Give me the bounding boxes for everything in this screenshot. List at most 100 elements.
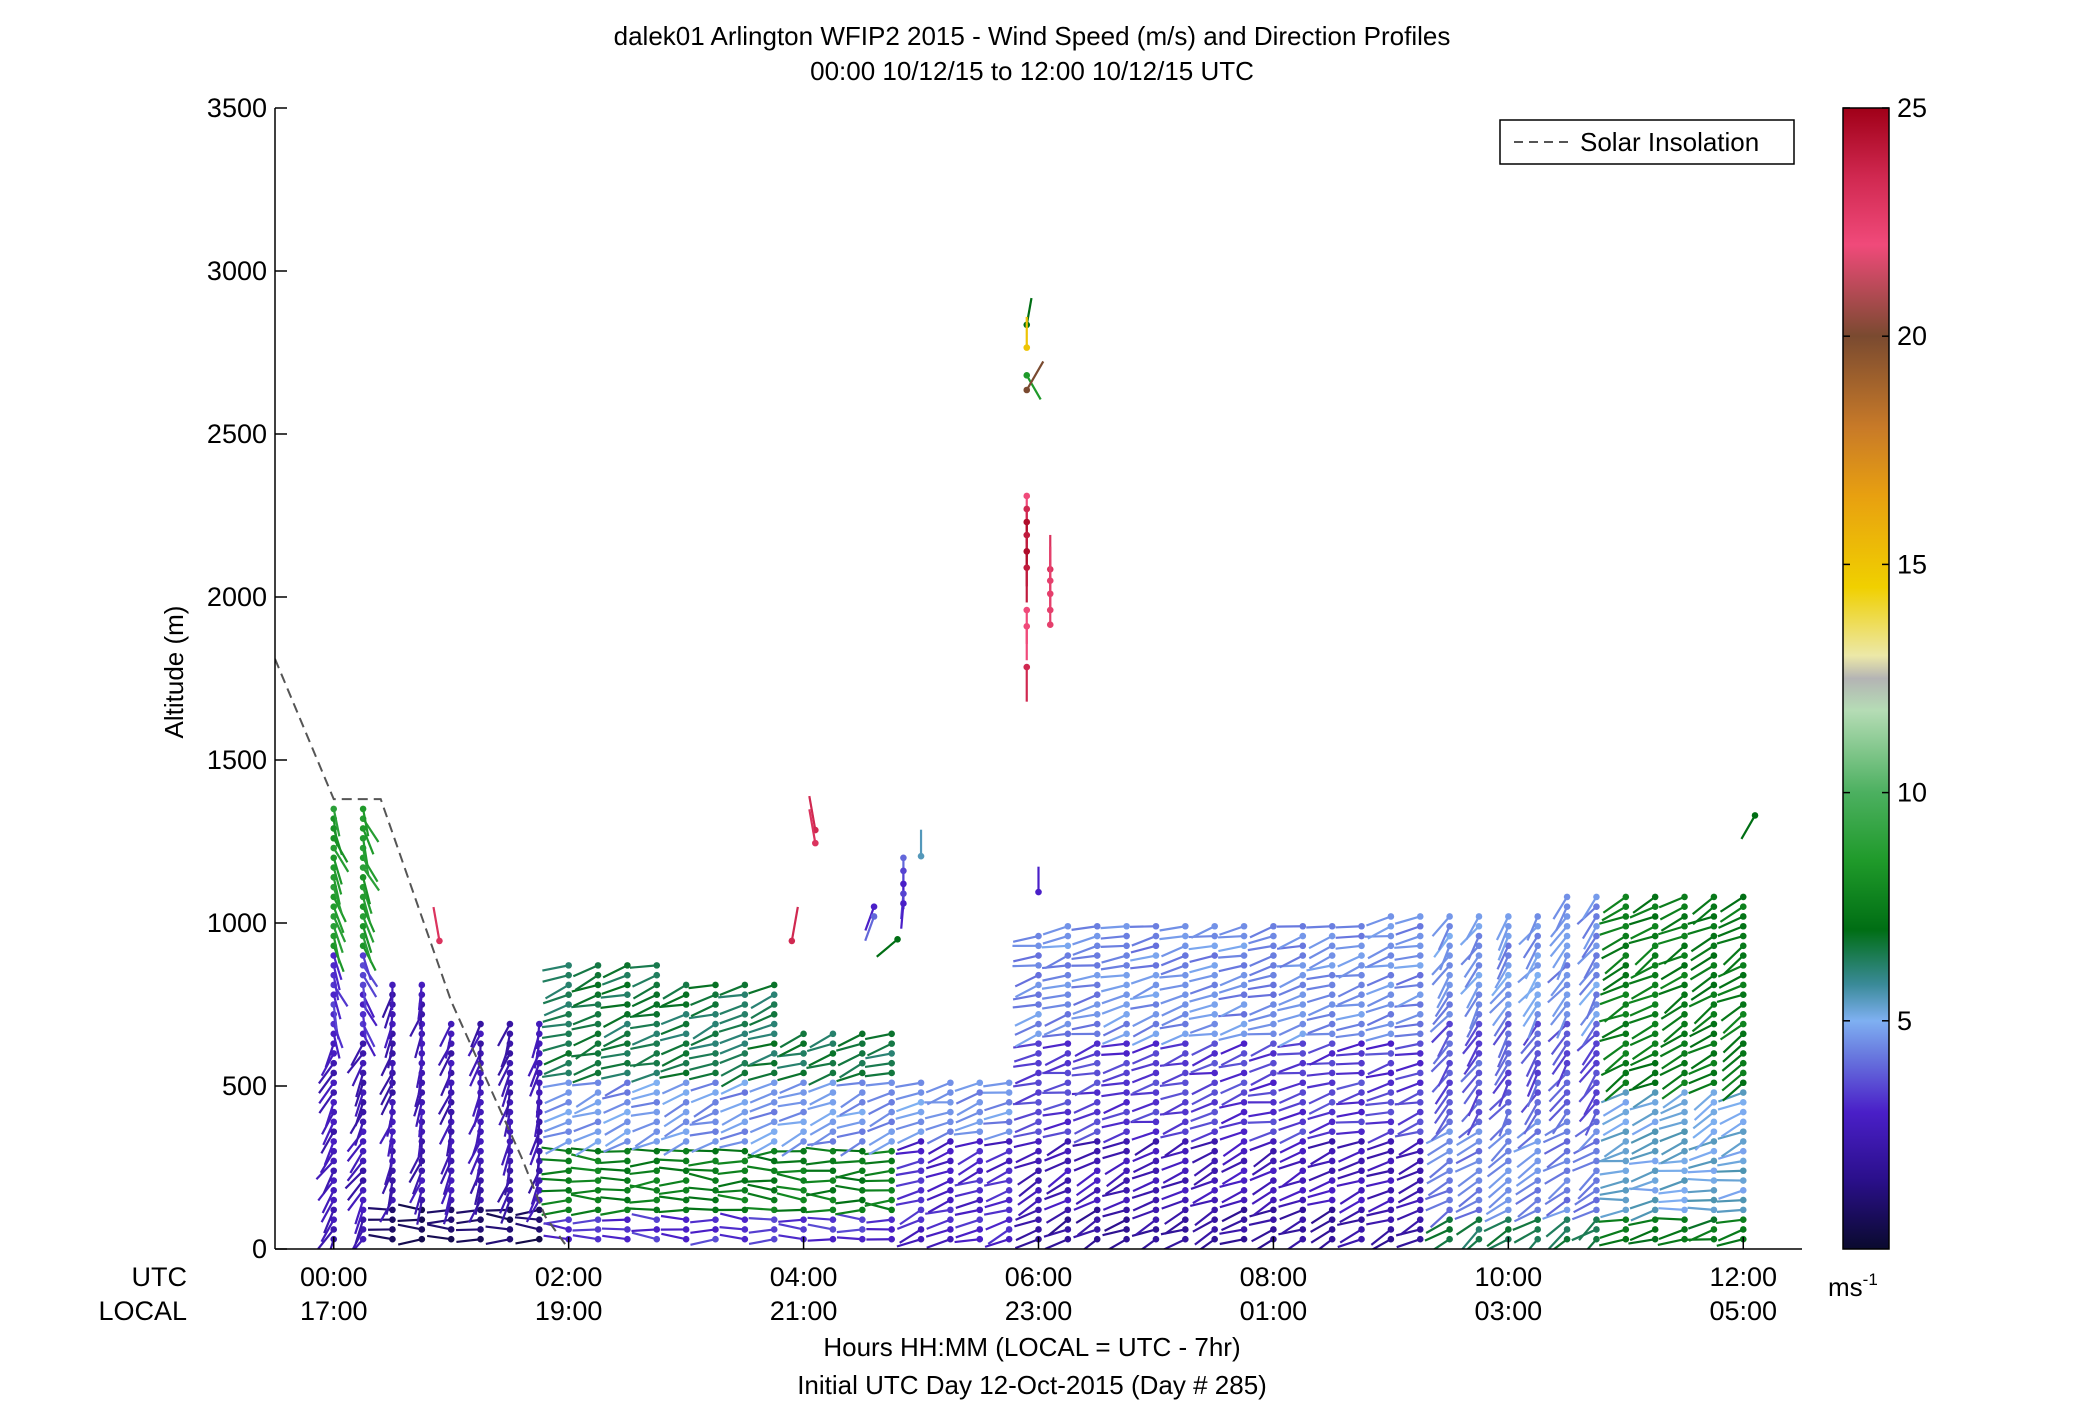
wind-barb	[1130, 1089, 1160, 1096]
wind-barb	[1132, 1147, 1160, 1163]
wind-barb	[367, 1206, 396, 1214]
wind-barb	[1599, 991, 1630, 1006]
wind-barb	[896, 1157, 925, 1170]
wind-barb	[1014, 1157, 1042, 1170]
wind-barb	[1513, 1206, 1542, 1223]
wind-barb	[896, 1216, 925, 1230]
wind-barb	[983, 1206, 1013, 1216]
wind-barb	[1522, 1001, 1542, 1028]
wind-barb	[1219, 1196, 1248, 1209]
wind-barb	[1434, 1089, 1453, 1115]
wind-barb	[1130, 962, 1160, 970]
wind-barb	[1576, 1030, 1600, 1052]
wind-barb	[573, 1030, 602, 1047]
wind-barb	[1394, 981, 1424, 989]
wind-barb	[1130, 1001, 1160, 1010]
wind-barb	[1100, 932, 1130, 940]
wind-barb	[1526, 1079, 1542, 1108]
wind-barb	[1551, 1050, 1571, 1076]
wind-barb	[1218, 1030, 1248, 1042]
wind-barb	[322, 1167, 338, 1195]
wind-barb	[1015, 1206, 1042, 1221]
wind-barb	[750, 1128, 778, 1145]
wind-barb	[600, 1001, 631, 1009]
wind-barb	[777, 1069, 807, 1082]
wind-barb	[632, 1118, 661, 1133]
wind-barb	[1247, 1099, 1277, 1106]
wind-barb	[1308, 1177, 1336, 1193]
wind-barb	[1188, 1010, 1218, 1021]
wind-barb	[1527, 1235, 1542, 1249]
wind-barb	[1526, 1059, 1542, 1087]
wind-barb	[1437, 1059, 1453, 1087]
wind-barb	[917, 829, 925, 860]
legend: Solar Insolation	[1499, 119, 1795, 165]
wind-barb	[1251, 1187, 1277, 1205]
wind-barb	[604, 1118, 631, 1136]
wind-barb	[497, 1050, 514, 1076]
wind-barb	[1630, 1206, 1659, 1222]
wind-barb	[1720, 1118, 1747, 1138]
wind-barb	[1017, 1196, 1042, 1217]
wind-barb	[926, 1187, 954, 1201]
wind-barb	[571, 1020, 602, 1031]
wind-barb	[330, 844, 350, 873]
wind-barb	[351, 1059, 367, 1087]
wind-barb	[1339, 1226, 1365, 1244]
wind-barb	[1161, 1069, 1189, 1085]
wind-barb	[1249, 1001, 1277, 1016]
wind-barb	[319, 1147, 338, 1174]
wind-barb	[1398, 1157, 1424, 1176]
wind-barb	[778, 1108, 807, 1123]
wind-barb	[1628, 1216, 1659, 1227]
wind-barb	[1023, 623, 1031, 661]
wind-barb	[1071, 962, 1101, 969]
wind-barb	[1366, 1010, 1395, 1027]
wind-barb	[515, 1235, 543, 1245]
wind-barb	[895, 1167, 925, 1177]
wind-barb	[926, 1235, 954, 1249]
wind-barb	[719, 1040, 749, 1055]
wind-barb	[717, 1194, 749, 1204]
wind-barb	[572, 1216, 602, 1225]
wind-barb	[719, 1010, 749, 1025]
wind-barb	[1218, 962, 1248, 973]
wind-barb	[1659, 1059, 1688, 1077]
wind-barb	[1605, 1069, 1630, 1093]
wind-barb	[1525, 942, 1542, 970]
wind-barb	[779, 1079, 807, 1095]
wind-barb	[1718, 971, 1747, 989]
wind-barb	[1658, 1118, 1688, 1130]
wind-barb	[748, 1226, 778, 1234]
wind-barb	[504, 1030, 514, 1059]
wind-barb	[1574, 1118, 1600, 1138]
wind-barb	[1549, 932, 1571, 958]
wind-barb	[660, 1020, 690, 1036]
wind-barb	[1719, 903, 1747, 923]
wind-barb	[1430, 1118, 1453, 1142]
wind-barb	[1013, 1040, 1042, 1049]
wind-barb	[986, 1167, 1013, 1185]
wind-barb	[1425, 1128, 1453, 1145]
wind-barb	[1512, 1216, 1542, 1231]
wind-barb	[1043, 1079, 1072, 1093]
wind-barb	[1632, 1089, 1659, 1109]
wind-barb	[1578, 1216, 1600, 1241]
wind-barb	[1439, 942, 1453, 971]
wind-barb	[1583, 1069, 1600, 1097]
wind-barb	[1497, 932, 1512, 961]
wind-barb	[1715, 1216, 1747, 1225]
wind-barb	[1490, 1138, 1512, 1162]
wind-barb	[1188, 1030, 1218, 1038]
wind-barb	[1249, 922, 1277, 939]
wind-barb	[1075, 1177, 1101, 1197]
wind-barb	[927, 1138, 954, 1155]
wind-barb	[1489, 981, 1512, 1005]
wind-barb	[1693, 1089, 1718, 1111]
wind-barb	[427, 1234, 455, 1243]
wind-barb	[600, 1206, 631, 1216]
wind-barb	[659, 1069, 690, 1079]
wind-barb	[1041, 942, 1072, 950]
wind-barb	[1102, 1030, 1130, 1045]
wind-barb	[1071, 922, 1101, 931]
